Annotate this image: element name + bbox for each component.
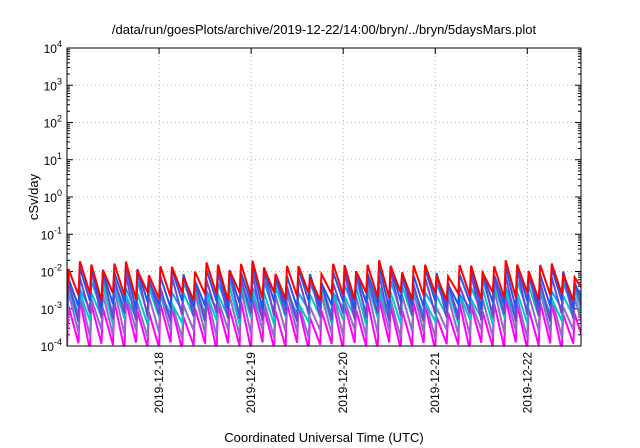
y-tick-label: 100 (44, 188, 62, 205)
y-tick-label: 10-2 (41, 263, 62, 280)
series-group (67, 259, 581, 346)
x-tick-labels: 2019-12-18 2019-12-19 2019-12-20 2019-12-21… (152, 352, 534, 414)
y-tick-label: 101 (44, 151, 62, 168)
y-tick-label: 104 (44, 39, 62, 56)
plot-frame (66, 47, 582, 347)
chart-title: /data/run/goesPlots/archive/2019-12-22/1… (112, 22, 537, 37)
y-tick-label: 102 (44, 114, 62, 131)
series-line (67, 259, 581, 302)
x-axis-label: Coordinated Universal Time (UTC) (224, 430, 423, 445)
y-tick-labels: 10-4 10-3 10-2 10-1 100 101 102 103 104 (41, 39, 62, 354)
x-tick-label: 2019-12-22 (520, 352, 534, 414)
y-axis-label: cSv/day (26, 173, 41, 220)
x-tick-label: 2019-12-20 (336, 352, 350, 414)
x-tick-label: 2019-12-21 (428, 352, 442, 414)
y-tick-label: 10-1 (41, 225, 62, 242)
y-tick-label: 10-3 (41, 300, 62, 317)
y-tick-label: 10-4 (41, 337, 62, 354)
x-tick-label: 2019-12-18 (152, 352, 166, 414)
x-tick-label: 2019-12-19 (244, 352, 258, 414)
y-tick-label: 103 (44, 76, 62, 93)
